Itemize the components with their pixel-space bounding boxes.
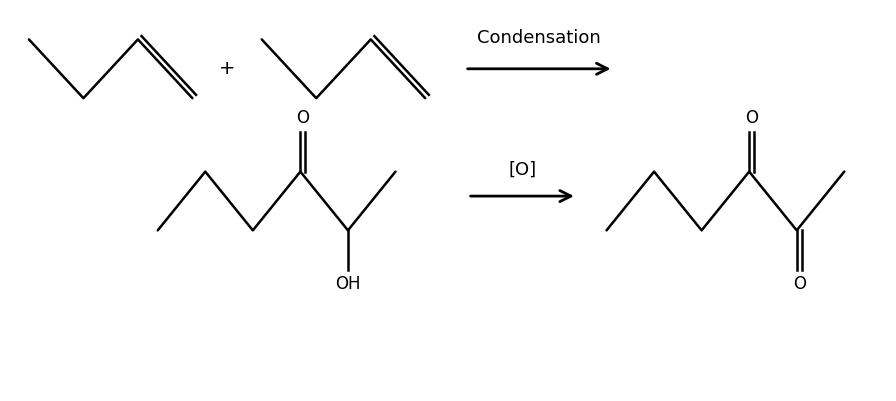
Text: O: O <box>793 275 806 294</box>
Text: O: O <box>745 109 758 127</box>
Text: [O]: [O] <box>508 160 537 178</box>
Text: OH: OH <box>335 275 361 294</box>
Text: +: + <box>219 59 236 78</box>
Text: O: O <box>297 109 309 127</box>
Text: Condensation: Condensation <box>478 29 601 47</box>
